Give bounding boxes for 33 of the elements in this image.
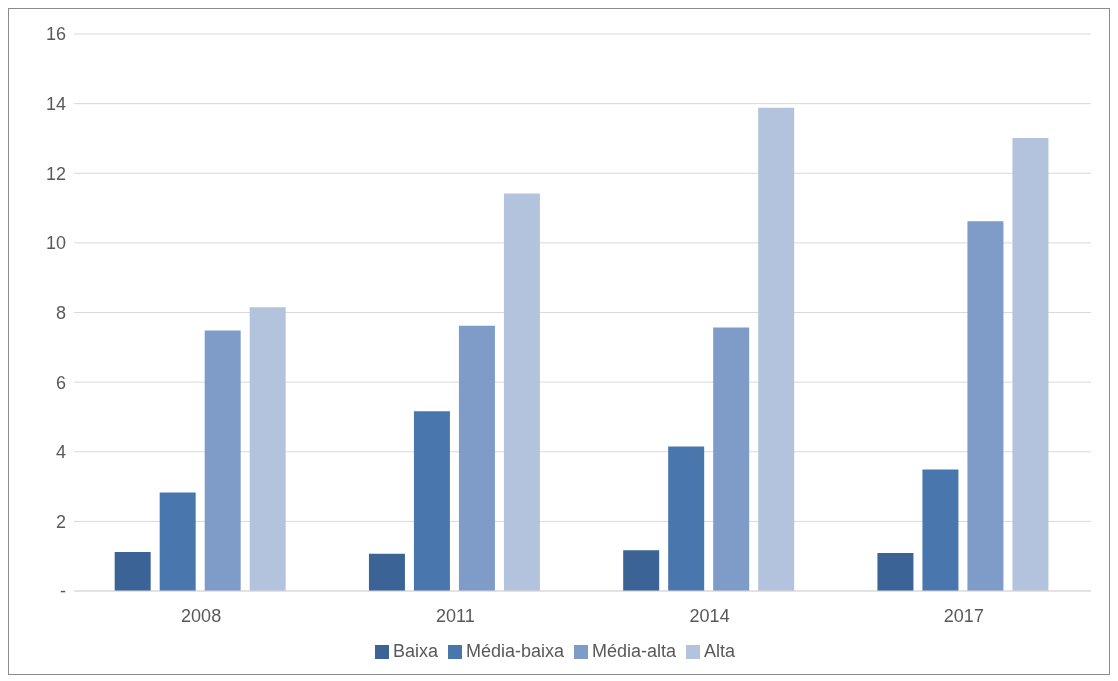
- bar: [458, 325, 495, 591]
- x-tick-label: 2008: [181, 605, 222, 626]
- legend-label: Alta: [704, 641, 736, 661]
- bar: [922, 469, 959, 591]
- bar: [758, 107, 795, 591]
- x-tick-label: 2017: [943, 605, 984, 626]
- legend-label: Média-baixa: [465, 641, 564, 661]
- bar: [114, 552, 151, 591]
- bar: [623, 550, 660, 591]
- bar: [159, 492, 196, 591]
- legend-label: Média-alta: [592, 641, 677, 661]
- y-tick-label: 2: [55, 511, 66, 532]
- x-tick-label: 2011: [436, 605, 475, 626]
- bar: [503, 193, 540, 591]
- y-tick-label: 16: [45, 24, 66, 45]
- y-tick-label: -: [60, 581, 66, 602]
- y-tick-label: 10: [45, 233, 66, 254]
- bar: [967, 221, 1004, 591]
- y-tick-label: 6: [55, 372, 66, 393]
- bar: [713, 327, 750, 591]
- bar: [368, 553, 405, 591]
- y-tick-label: 14: [45, 94, 66, 115]
- bar: [413, 411, 450, 591]
- legend-label: Baixa: [392, 641, 438, 661]
- x-tick-label: 2014: [689, 605, 730, 626]
- y-tick-label: 8: [55, 302, 66, 323]
- bar: [877, 553, 914, 591]
- bar: [249, 307, 286, 591]
- bar: [1012, 138, 1049, 591]
- bar: [668, 446, 705, 591]
- y-tick-label: 12: [45, 163, 66, 184]
- bar: [204, 330, 241, 591]
- y-tick-label: 4: [55, 442, 66, 463]
